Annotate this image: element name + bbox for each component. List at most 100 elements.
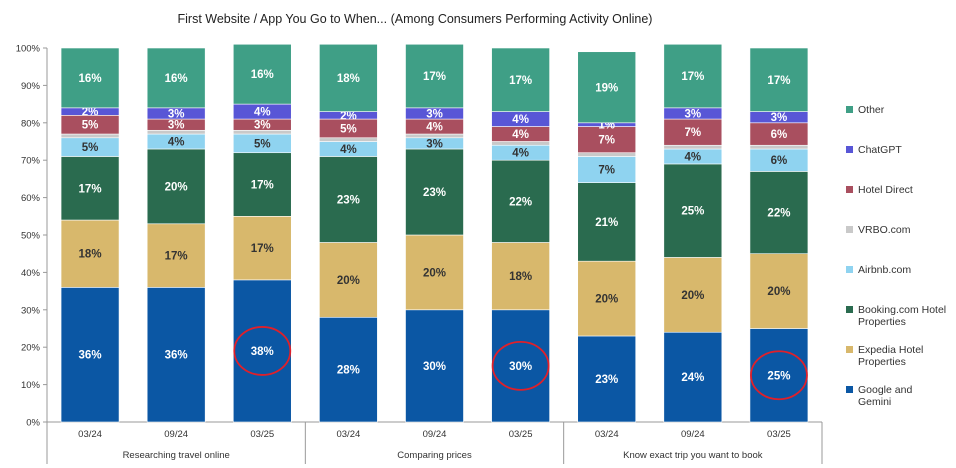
data-label: 4% <box>254 107 271 119</box>
bar-segment <box>663 43 723 109</box>
bar-segment <box>232 43 292 105</box>
data-label: 3% <box>771 112 788 124</box>
bar-segment <box>491 47 550 112</box>
data-label: 7% <box>685 127 702 139</box>
data-label: 25% <box>767 370 790 382</box>
y-tick-label: 50% <box>21 231 41 242</box>
bar-segment <box>663 144 723 150</box>
data-label: 16% <box>79 73 102 85</box>
bar-segment <box>405 148 464 236</box>
bar-segment <box>319 242 378 318</box>
bar-segment <box>749 171 809 254</box>
bar-segment <box>749 144 809 150</box>
data-label: 5% <box>82 142 99 154</box>
bar-segment <box>60 287 120 423</box>
bar-segment <box>146 223 206 288</box>
data-label: 3% <box>254 120 271 132</box>
data-label: 7% <box>598 165 615 177</box>
x-group-label: Know exact trip you want to book <box>623 450 763 461</box>
bar-segment <box>663 118 723 146</box>
data-label: 5% <box>82 120 99 132</box>
chart-title: First Website / App You Go to When... (A… <box>177 12 653 26</box>
data-label: 4% <box>512 114 529 126</box>
legend-label: VRBO.com <box>858 224 911 236</box>
bar-segment <box>319 316 378 423</box>
legend-swatch <box>846 266 853 273</box>
bar-segment <box>319 137 378 142</box>
y-tick-label: 80% <box>21 118 41 129</box>
data-label: 17% <box>251 243 274 255</box>
x-tick-label: 03/25 <box>767 429 791 440</box>
bar-segment <box>749 47 809 112</box>
legend-label: Other <box>858 104 885 116</box>
bar-segment <box>663 163 723 258</box>
legend-swatch <box>846 226 853 233</box>
y-tick-label: 70% <box>21 156 41 167</box>
bar-segment <box>405 133 464 139</box>
bar-segment <box>232 279 292 423</box>
legend-swatch <box>846 306 853 313</box>
data-label: 20% <box>595 294 618 306</box>
x-group-label: Researching travel online <box>123 450 230 461</box>
legend-label: Expedia Hotel Properties <box>858 344 923 368</box>
x-tick-label: 03/24 <box>336 429 360 440</box>
data-label: 7% <box>598 135 615 147</box>
data-label: 4% <box>512 148 529 160</box>
data-label: 18% <box>79 249 102 261</box>
bar-segment <box>577 51 637 124</box>
data-label: 5% <box>340 123 357 135</box>
data-label: 3% <box>685 108 702 120</box>
data-label: 4% <box>168 137 185 149</box>
data-label: 28% <box>337 365 360 377</box>
bar-segment <box>577 335 637 423</box>
bar-segment <box>577 182 637 262</box>
data-label: 17% <box>681 71 704 83</box>
data-label: 20% <box>681 290 704 302</box>
bar-segment <box>232 152 292 217</box>
bar-segment <box>663 257 723 333</box>
data-label: 17% <box>423 71 446 83</box>
data-label: 25% <box>681 206 704 218</box>
bar-segment <box>491 309 550 423</box>
bar-segment <box>146 47 206 109</box>
legend-label: Google and Gemini <box>858 384 912 408</box>
bar-segment <box>60 47 120 109</box>
data-label: 2% <box>340 110 357 122</box>
data-label: 2% <box>82 107 99 119</box>
legend-label: Hotel Direct <box>858 184 913 196</box>
bar-segment <box>577 126 637 154</box>
data-label: 20% <box>767 286 790 298</box>
y-tick-label: 90% <box>21 81 41 92</box>
y-tick-label: 100% <box>16 44 41 55</box>
y-tick-label: 60% <box>21 193 41 204</box>
bar-segment <box>60 133 120 139</box>
y-tick-label: 10% <box>21 380 41 391</box>
data-label: 16% <box>165 73 188 85</box>
data-label: 6% <box>771 129 788 141</box>
data-label: 23% <box>337 194 360 206</box>
legend-swatch <box>846 186 853 193</box>
bar-segment <box>60 219 120 288</box>
bar-segment <box>405 309 464 423</box>
data-label: 23% <box>423 187 446 199</box>
data-label: 5% <box>254 138 271 150</box>
data-label: 19% <box>595 82 618 94</box>
data-label: 3% <box>426 108 443 120</box>
data-label: 18% <box>337 73 360 85</box>
data-label: 24% <box>681 372 704 384</box>
x-tick-label: 09/24 <box>681 429 705 440</box>
data-label: 17% <box>509 75 532 87</box>
data-label: 17% <box>79 183 102 195</box>
legend-swatch <box>846 146 853 153</box>
data-label: 3% <box>426 138 443 150</box>
y-tick-label: 40% <box>21 268 41 279</box>
y-tick-label: 30% <box>21 305 41 316</box>
x-tick-label: 03/25 <box>250 429 274 440</box>
data-label: 17% <box>767 75 790 87</box>
x-tick-label: 09/24 <box>164 429 188 440</box>
legend-label: Airbnb.com <box>858 264 911 276</box>
data-label: 22% <box>767 208 790 220</box>
data-label: 20% <box>165 181 188 193</box>
data-label: 36% <box>79 350 102 362</box>
